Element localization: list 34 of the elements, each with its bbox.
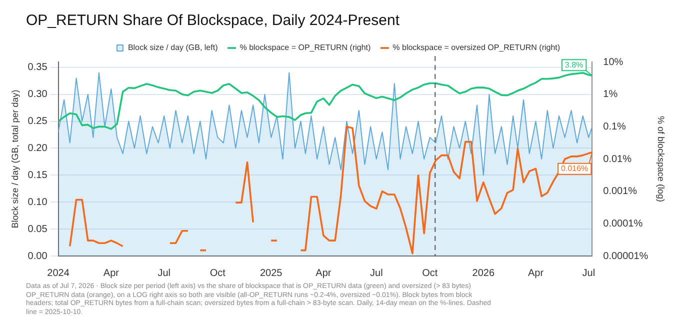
legend-label: Block size / day (GB, left): [128, 43, 218, 52]
x-tick-label: 2024: [47, 268, 70, 279]
legend-label: % blockspace = oversized OP_RETURN (right): [392, 43, 560, 52]
x-tick-label: Apr: [103, 268, 120, 279]
y2-tick-label: 0.00001%: [603, 250, 648, 262]
x-tick-label: Apr: [316, 268, 332, 279]
x-tick-label: Apr: [528, 268, 544, 279]
legend-label: % blockspace = OP_RETURN (right): [240, 43, 372, 52]
y-tick-label: 0.10: [28, 196, 48, 208]
y-tick-label: 0.00: [28, 250, 48, 262]
y-tick-label: 0.15: [28, 170, 48, 181]
x-tick-label: Jul: [370, 268, 383, 279]
y-tick-label: 0.20: [28, 142, 48, 154]
x-tick-label: Oct: [210, 268, 226, 279]
y2-tick-label: 0.001%: [603, 186, 638, 198]
y-tick-label: 0.35: [28, 62, 48, 74]
y-tick-label: 0.25: [28, 116, 48, 128]
y2-tick-label: 0.1%: [603, 121, 626, 132]
x-tick-label: Jul: [582, 268, 596, 279]
y-tick-label: 0.05: [28, 224, 48, 235]
x-tick-label: Oct: [422, 268, 438, 279]
data-label: 3.8%: [564, 60, 584, 70]
y2-tick-label: 0.01%: [603, 154, 632, 165]
x-tick-label: 2025: [260, 268, 283, 279]
chart-title: OP_RETURN Share Of Blockspace, Daily 2024-Present: [26, 12, 400, 29]
data-label: 0.016%: [561, 164, 588, 174]
y2-tick-label: 1%: [603, 89, 618, 100]
y-tick-label: 0.30: [28, 89, 48, 100]
y2-axis-title: % of blockspace (log): [656, 116, 666, 202]
y2-tick-label: 10%: [603, 56, 624, 68]
y2-tick-label: 0.0001%: [603, 218, 643, 230]
x-tick-label: Jul: [158, 268, 171, 279]
y-axis-title: Block size / day (GB, total per day): [10, 90, 20, 228]
x-tick-label: 2026: [472, 268, 495, 279]
